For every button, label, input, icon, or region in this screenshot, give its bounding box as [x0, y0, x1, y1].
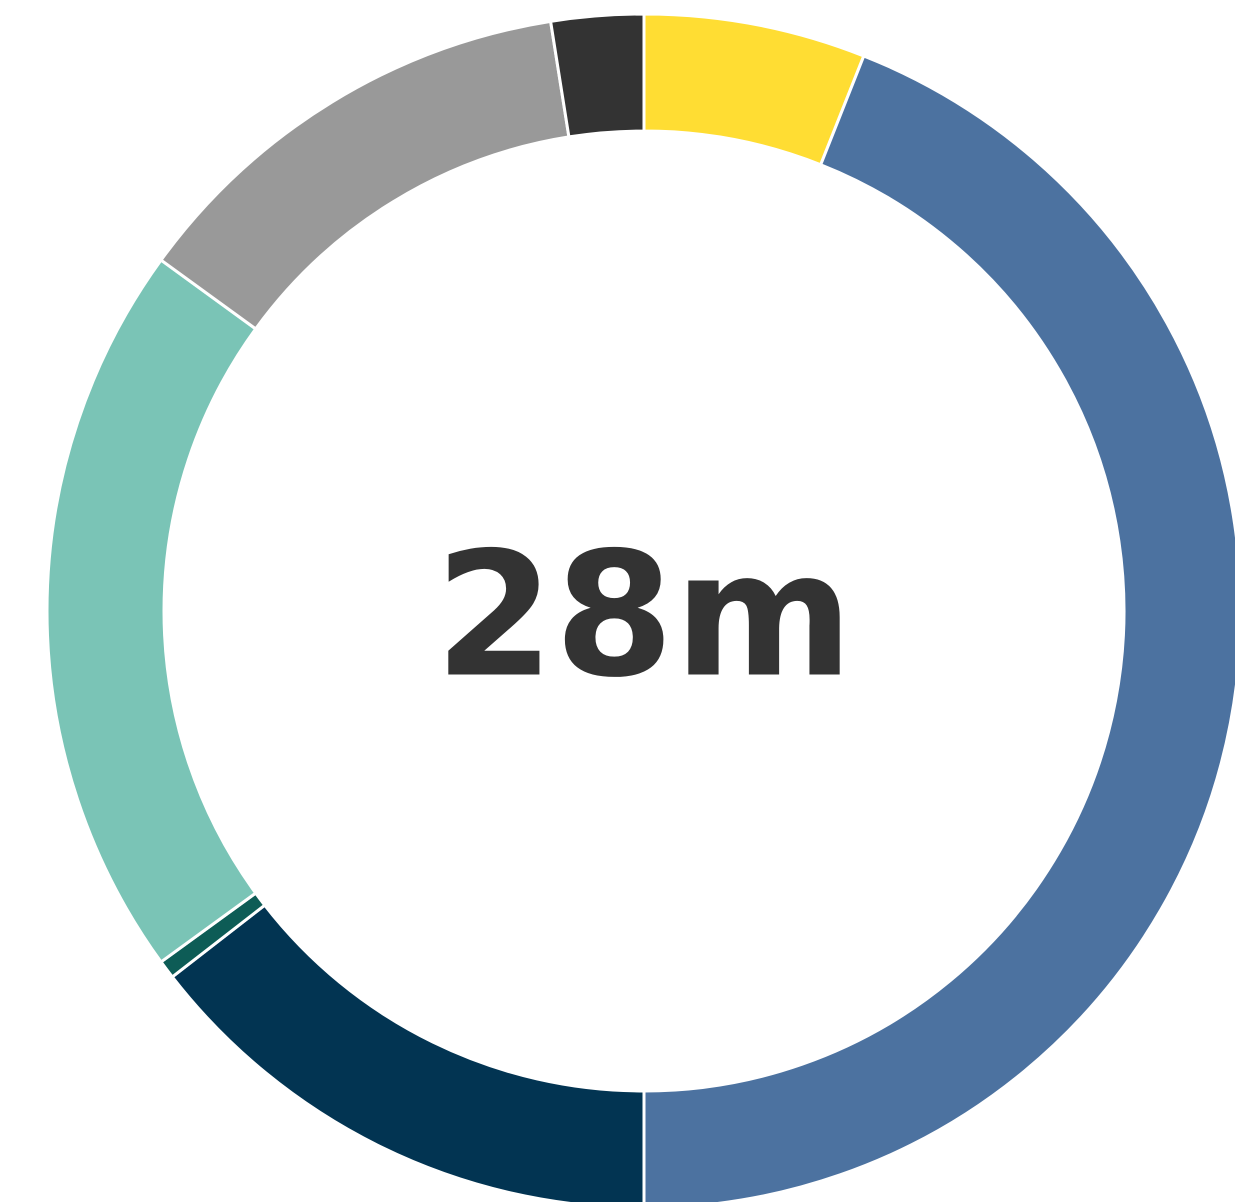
donut-slices	[45, 12, 1235, 1202]
center-total-label: 28m	[435, 515, 854, 716]
donut-slice-2	[642, 53, 1235, 1202]
donut-slice-7	[548, 12, 646, 139]
donut-slice-5	[45, 257, 258, 965]
donut-slice-3	[170, 903, 646, 1202]
donut-slice-6	[158, 19, 571, 331]
